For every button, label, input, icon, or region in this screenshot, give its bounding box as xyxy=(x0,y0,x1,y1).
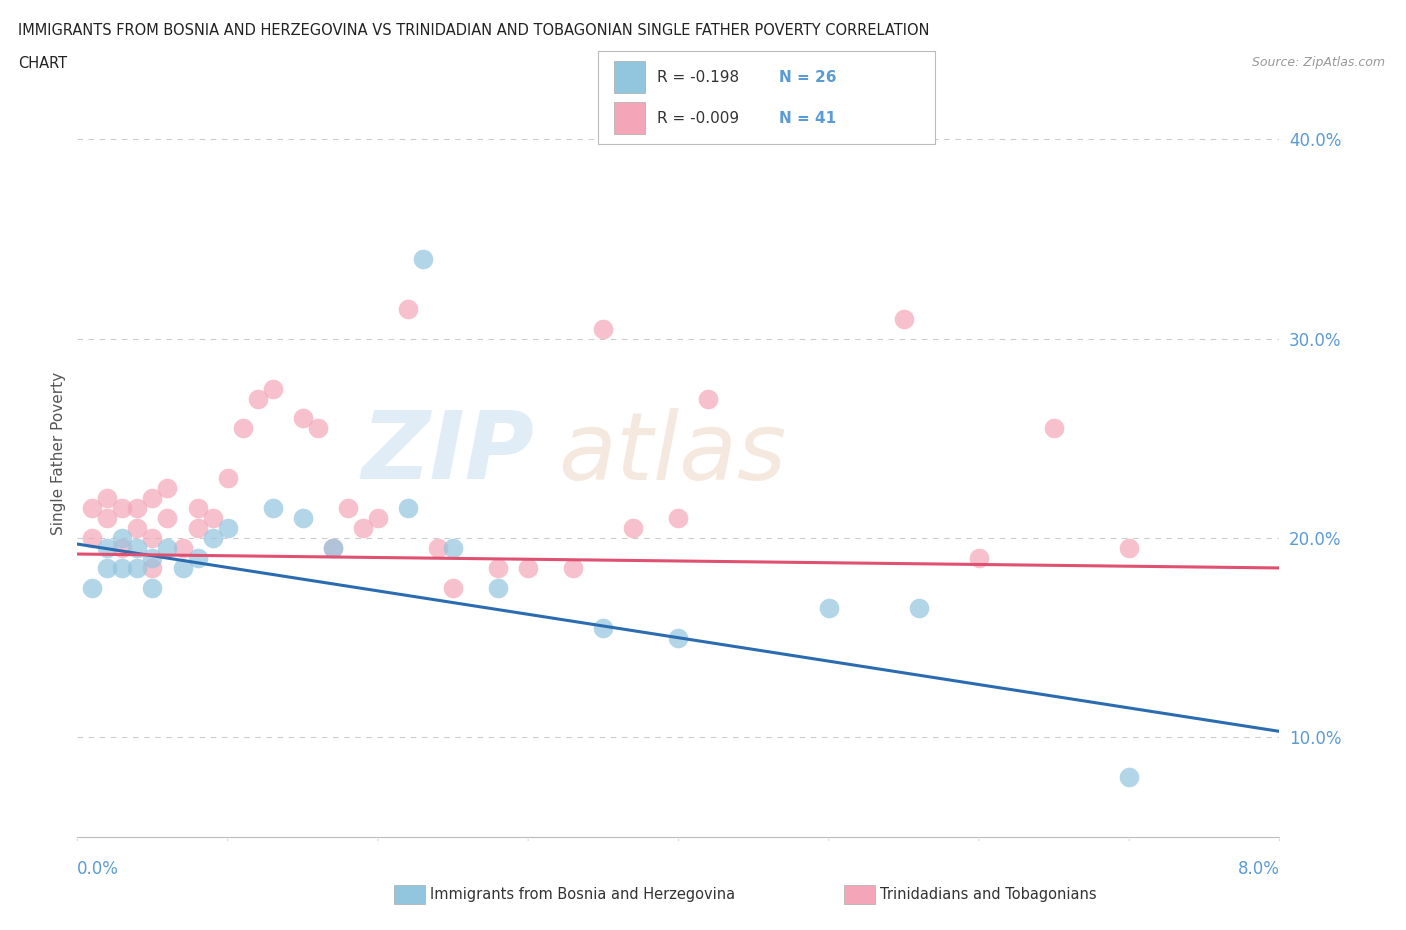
Point xyxy=(217,471,239,485)
Text: N = 41: N = 41 xyxy=(779,111,837,126)
Text: N = 26: N = 26 xyxy=(779,70,837,85)
Point xyxy=(201,511,224,525)
Text: Source: ZipAtlas.com: Source: ZipAtlas.com xyxy=(1251,56,1385,69)
Point xyxy=(156,511,179,525)
Point xyxy=(172,540,194,555)
Point xyxy=(82,580,104,595)
Text: 0.0%: 0.0% xyxy=(77,860,120,878)
Point xyxy=(96,491,118,506)
Point xyxy=(141,580,163,595)
Point xyxy=(156,540,179,555)
Point xyxy=(291,511,314,525)
Point xyxy=(127,561,149,576)
Point xyxy=(172,561,194,576)
Point xyxy=(96,561,118,576)
Point xyxy=(908,601,931,616)
Point xyxy=(1118,770,1140,785)
Point xyxy=(322,540,344,555)
Text: 8.0%: 8.0% xyxy=(1237,860,1279,878)
Text: Immigrants from Bosnia and Herzegovina: Immigrants from Bosnia and Herzegovina xyxy=(430,887,735,902)
Point xyxy=(367,511,389,525)
Text: IMMIGRANTS FROM BOSNIA AND HERZEGOVINA VS TRINIDADIAN AND TOBAGONIAN SINGLE FATH: IMMIGRANTS FROM BOSNIA AND HERZEGOVINA V… xyxy=(18,23,929,38)
Point xyxy=(82,531,104,546)
Point xyxy=(562,561,585,576)
Point xyxy=(412,252,434,267)
Point xyxy=(111,531,134,546)
Point xyxy=(82,500,104,515)
Point xyxy=(246,392,269,406)
Point xyxy=(127,500,149,515)
Point xyxy=(592,322,614,337)
Point xyxy=(96,511,118,525)
Point xyxy=(817,601,839,616)
Text: Trinidadians and Tobagonians: Trinidadians and Tobagonians xyxy=(880,887,1097,902)
Point xyxy=(217,521,239,536)
Point xyxy=(517,561,540,576)
Point xyxy=(486,561,509,576)
Point xyxy=(111,561,134,576)
Point xyxy=(141,491,163,506)
Point xyxy=(186,500,209,515)
Point xyxy=(111,500,134,515)
Point xyxy=(307,421,329,436)
Point xyxy=(396,301,419,316)
Point xyxy=(621,521,644,536)
Point xyxy=(668,631,690,645)
Point xyxy=(592,620,614,635)
Text: CHART: CHART xyxy=(18,56,67,71)
Point xyxy=(697,392,720,406)
Point xyxy=(427,540,450,555)
Point xyxy=(262,500,284,515)
Point xyxy=(1118,540,1140,555)
Point xyxy=(486,580,509,595)
Point xyxy=(322,540,344,555)
Point xyxy=(441,580,464,595)
Point xyxy=(232,421,254,436)
Point xyxy=(352,521,374,536)
Point xyxy=(396,500,419,515)
Point xyxy=(111,540,134,555)
Point xyxy=(141,551,163,565)
Point xyxy=(336,500,359,515)
Point xyxy=(156,481,179,496)
Point xyxy=(186,551,209,565)
Point xyxy=(1043,421,1066,436)
Point xyxy=(967,551,990,565)
Point xyxy=(127,540,149,555)
Point xyxy=(96,540,118,555)
Point xyxy=(186,521,209,536)
Point xyxy=(893,312,915,326)
Text: atlas: atlas xyxy=(558,408,786,498)
Point xyxy=(201,531,224,546)
Point xyxy=(291,411,314,426)
Point xyxy=(127,521,149,536)
Point xyxy=(441,540,464,555)
Y-axis label: Single Father Poverty: Single Father Poverty xyxy=(51,372,66,535)
Text: R = -0.198: R = -0.198 xyxy=(657,70,738,85)
Text: ZIP: ZIP xyxy=(361,407,534,499)
Point xyxy=(668,511,690,525)
Text: R = -0.009: R = -0.009 xyxy=(657,111,738,126)
Point xyxy=(262,381,284,396)
Point xyxy=(141,531,163,546)
Point xyxy=(141,561,163,576)
